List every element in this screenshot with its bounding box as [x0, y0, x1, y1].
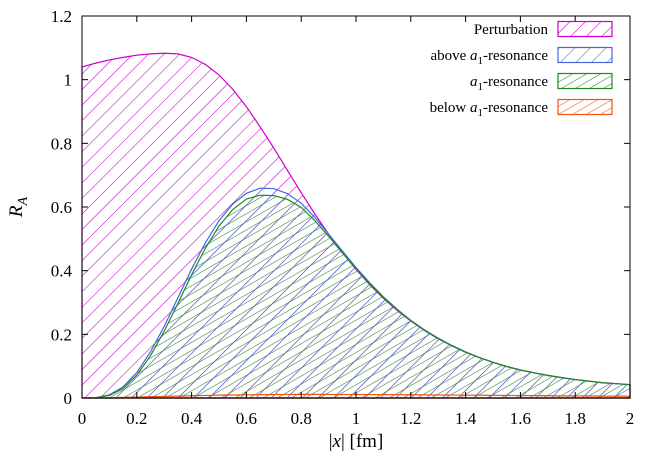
y-tick-label: 0.2 — [51, 325, 72, 344]
legend-item: above a1-resonance — [430, 46, 613, 67]
x-tick-label: 1 — [352, 409, 361, 428]
area-series-2 — [81, 194, 631, 399]
x-tick-label: 1.8 — [565, 409, 586, 428]
axis-titles: |x| [fm] RA — [6, 196, 383, 452]
y-tick-label: 0 — [64, 389, 73, 408]
x-axis-title: |x| [fm] — [329, 431, 384, 452]
legend-label: below a1-resonance — [430, 100, 549, 119]
y-tick-label: 1 — [64, 71, 73, 90]
legend-item: Perturbation — [474, 20, 613, 38]
y-axis-title: RA — [6, 196, 31, 218]
x-tick-label: 0.8 — [291, 409, 312, 428]
y-tick-label: 0.8 — [51, 134, 72, 153]
legend-label: Perturbation — [474, 22, 549, 38]
legend: Perturbation above a1-resonance a1-resonan… — [430, 20, 613, 119]
y-tick-label: 1.2 — [51, 7, 72, 26]
legend-swatch — [557, 98, 613, 116]
x-tick-label: 2 — [626, 409, 635, 428]
axis-ticks: 0 0.2 0.4 0.6 0.8 1 1.2 1.4 1.6 1.8 2 0 0.2 0.4 0.6 0.8… — [51, 7, 635, 428]
x-tick-label: 0 — [78, 409, 87, 428]
x-tick-label: 1.6 — [510, 409, 531, 428]
x-tick-label: 0.6 — [236, 409, 257, 428]
x-tick-label: 0.2 — [126, 409, 147, 428]
legend-item: a1-resonance — [470, 72, 613, 93]
legend-swatch — [557, 72, 613, 90]
legend-swatch — [557, 46, 613, 64]
legend-label: a1-resonance — [470, 74, 548, 93]
legend-item: below a1-resonance — [430, 98, 613, 119]
legend-label: above a1-resonance — [430, 48, 548, 67]
plot-areas — [81, 52, 631, 399]
y-tick-label: 0.6 — [51, 198, 72, 217]
legend-swatch — [557, 20, 613, 38]
x-tick-label: 1.2 — [400, 409, 421, 428]
x-tick-label: 0.4 — [181, 409, 203, 428]
x-tick-label: 1.4 — [455, 409, 477, 428]
y-tick-label: 0.4 — [51, 262, 73, 281]
